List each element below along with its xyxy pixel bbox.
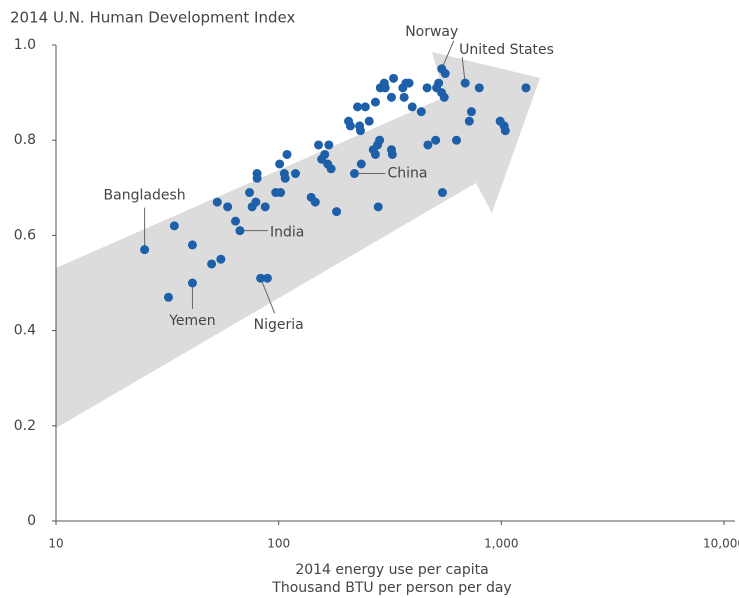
point xyxy=(332,207,342,217)
point xyxy=(437,188,447,198)
x-tick-label: 10,000 xyxy=(703,537,739,551)
point-label: Nigeria xyxy=(254,317,304,333)
point xyxy=(464,116,474,126)
point xyxy=(500,126,510,136)
point xyxy=(404,78,414,88)
point xyxy=(314,140,324,150)
point-label: Norway xyxy=(405,24,458,40)
point xyxy=(260,202,270,212)
point xyxy=(252,173,262,183)
point-label: Bangladesh xyxy=(104,188,186,204)
point xyxy=(326,164,336,174)
point xyxy=(256,273,266,283)
point-label: China xyxy=(387,166,427,182)
point xyxy=(380,83,390,93)
point xyxy=(439,92,449,102)
point xyxy=(282,149,292,159)
x-axis-label: 2014 energy use per capita xyxy=(295,562,488,578)
point xyxy=(349,169,359,179)
leader-line xyxy=(441,40,455,69)
y-tick-label: 0 xyxy=(27,513,36,529)
point xyxy=(356,159,366,169)
point xyxy=(280,173,290,183)
point-label: India xyxy=(270,225,304,241)
point-label: Yemen xyxy=(168,313,215,329)
point xyxy=(262,273,272,283)
point xyxy=(231,216,241,226)
point xyxy=(310,197,320,207)
y-tick-label: 0.2 xyxy=(14,418,36,434)
point xyxy=(345,121,355,131)
point xyxy=(223,202,233,212)
point xyxy=(355,126,365,136)
point xyxy=(187,278,197,288)
point xyxy=(163,292,173,302)
leader-line xyxy=(260,278,276,314)
point xyxy=(422,83,432,93)
y-tick-label: 0.4 xyxy=(14,323,36,339)
point xyxy=(431,135,441,145)
point xyxy=(207,259,217,269)
point xyxy=(521,83,531,93)
point xyxy=(451,135,461,145)
chart-title: 2014 U.N. Human Development Index xyxy=(10,9,295,27)
y-tick-label: 0.6 xyxy=(14,227,36,243)
point-label: United States xyxy=(459,42,554,58)
point xyxy=(370,149,380,159)
x-tick-label: 1,000 xyxy=(484,537,518,551)
point xyxy=(387,149,397,159)
point xyxy=(434,78,444,88)
point xyxy=(324,140,334,150)
point xyxy=(416,107,426,117)
point xyxy=(440,69,450,79)
point xyxy=(389,73,399,83)
point xyxy=(275,159,285,169)
x-tick-label: 100 xyxy=(267,537,290,551)
point xyxy=(276,188,286,198)
point xyxy=(216,254,226,264)
point xyxy=(474,83,484,93)
point xyxy=(235,226,245,236)
point xyxy=(375,135,385,145)
point xyxy=(320,149,330,159)
point xyxy=(140,245,150,255)
point xyxy=(399,92,409,102)
point xyxy=(245,188,255,198)
y-tick-label: 0.8 xyxy=(14,132,36,148)
point xyxy=(386,92,396,102)
point xyxy=(364,116,374,126)
point xyxy=(169,221,179,231)
point xyxy=(290,169,300,179)
point xyxy=(187,240,197,250)
point xyxy=(353,102,363,112)
point xyxy=(370,97,380,107)
x-tick-label: 10 xyxy=(48,537,63,551)
point xyxy=(373,202,383,212)
point xyxy=(407,102,417,112)
point xyxy=(423,140,433,150)
point xyxy=(460,78,470,88)
point xyxy=(212,197,222,207)
point xyxy=(251,197,261,207)
x-axis-label: Thousand BTU per person per day xyxy=(271,580,511,596)
point xyxy=(360,102,370,112)
trend-arrow xyxy=(56,52,540,428)
point xyxy=(466,107,476,117)
y-tick-label: 1.0 xyxy=(14,37,36,53)
